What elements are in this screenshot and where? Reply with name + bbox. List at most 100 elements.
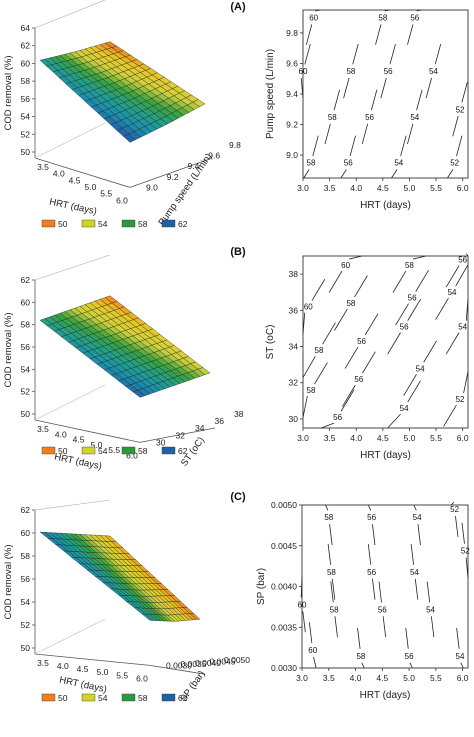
y-tick-label: 9.6 [208,151,220,161]
y-tick-label: 32 [176,430,186,440]
contour-line [325,504,329,511]
legend-label: 50 [58,219,68,229]
y-tick-label: 9.2 [167,172,179,182]
contour-line [367,543,372,565]
contour-line [300,77,304,99]
x-tick-label: 5.0 [403,673,415,683]
contour-line [372,578,376,600]
contour-label: 58 [346,67,355,76]
x-tick-label: 5.5 [430,433,442,443]
legend-swatch [161,219,176,228]
contour-label: 52 [456,395,465,404]
surface-plot: 50 52 54 56 58 60 62 COD removal (%) 3.5 4.0 4.5 5.… [3,499,250,704]
surface-cell [197,367,211,375]
contour-line [412,255,427,260]
legend-swatch [121,693,136,702]
legend-swatch [161,446,176,455]
x-tick-label: 4.5 [77,664,89,674]
contour-line [455,515,459,537]
z-tick-label: 52 [21,620,31,630]
y-axis-label: Pump speed (L/min) [265,49,276,139]
z-tick-label: 62 [21,275,31,285]
y-axis-line [129,158,211,188]
contour-label: 60 [308,646,317,655]
x-tick-label: 4.5 [73,435,85,445]
box-edge [34,254,111,281]
contour-label: 58 [328,113,337,122]
y-tick-label: 9.8 [286,28,298,38]
x-tick-label: 5.5 [108,445,120,455]
legend-label: 62 [178,446,188,456]
panel-b: 50 52 54 56 58 60 62 COD removal (%) 3.5 4.0 4.5 5.… [3,246,469,472]
box-edge [34,0,106,29]
legend-swatch [121,446,136,455]
contour-line [407,380,421,403]
legend-swatch [41,446,56,455]
contour-line [302,355,316,378]
contour-label: 54 [410,113,419,122]
contour-line [367,504,372,511]
x-axis-label: HRT (days) [360,690,411,701]
y-axis-label: Pump speed (L/min) [156,152,214,228]
contour-label: 58 [315,346,324,355]
z-tick-label: 50 [21,409,31,419]
y-axis-label: ST (oC) [265,325,276,360]
contour-line [461,522,465,544]
legend-swatch [81,446,96,455]
contour-line [434,43,442,65]
contour-line [340,169,347,179]
contour-label: 54 [410,568,419,577]
contour-line [415,269,429,292]
y-tick-label: 0.0035 [271,622,297,632]
contour-line [303,169,310,179]
contour-line [313,656,317,669]
contour-frame [301,504,469,669]
x-tick-label: 4.0 [350,673,362,683]
x-tick-label: 5.0 [96,667,108,677]
contour-label: 58 [307,386,316,395]
x-tick-label: 6.0 [136,673,148,683]
contour-line [352,43,359,65]
contour-line [423,340,437,363]
contour-label: 58 [346,299,355,308]
contour-label: 54 [413,513,422,522]
contour-line [312,135,319,157]
contour-line [461,82,468,103]
x-tick-label: 5.0 [404,433,416,443]
contour-line [333,89,340,111]
contour-line [382,616,387,638]
contour-line [364,313,379,336]
contour-line [443,404,457,427]
contour-label: 56 [354,375,363,384]
contour-line [340,389,355,412]
panel-tag: (B) [230,246,246,258]
contour-line [413,504,417,511]
y-axis-line [139,427,216,443]
contour-label: 54 [394,159,403,168]
contour-line [407,123,414,145]
contour-label: 54 [416,364,425,373]
x-tick-label: 3.5 [324,183,336,193]
contour-label: 54 [426,605,435,614]
z-tick-label: 60 [21,297,31,307]
x-tick-label: 4.5 [376,673,388,683]
contour-line [344,346,359,369]
legend-label: 62 [178,693,188,703]
x-tick-label: 3.0 [296,673,308,683]
x-tick-label: 6.0 [457,673,469,683]
contour-label: 56 [408,294,417,303]
x-tick-label: 3.5 [37,424,49,434]
legend-swatch [81,219,96,228]
contour-line [384,9,391,12]
panel-tag: (C) [230,491,246,503]
y-tick-label: 0.0030 [166,660,192,670]
contour-line [465,253,469,257]
y-tick-label: 9.0 [146,182,158,192]
contour-line [343,77,350,99]
contour-line [414,578,419,600]
x-axis-line [34,653,151,666]
contour-line [387,332,401,355]
contour-label: 56 [357,337,366,346]
contour-label: 54 [429,67,438,76]
contour-line [391,169,398,179]
